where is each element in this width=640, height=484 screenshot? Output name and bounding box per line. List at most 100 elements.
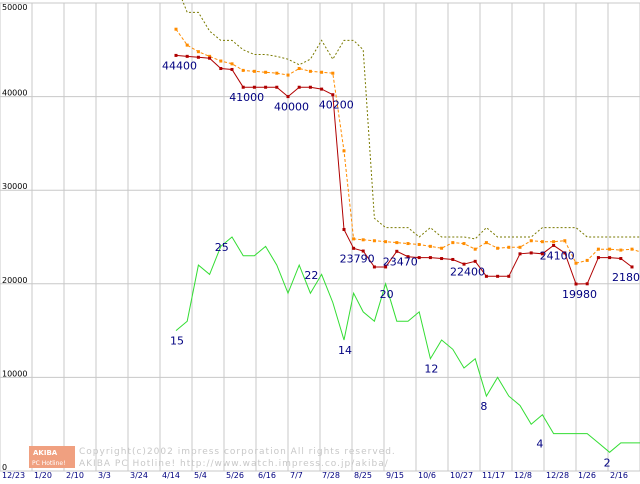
grid [0,3,640,471]
x-tick-label: 12/28 [546,471,569,480]
min-point [451,258,454,261]
count-label: 8 [480,400,487,413]
min-price-label: 19980 [562,288,597,301]
x-tick-label: 3/24 [130,471,148,480]
x-tick-label: 6/16 [258,471,276,480]
min-point [320,88,323,91]
avg-point [197,50,200,53]
min-point [186,55,189,58]
min-price-label: 24100 [540,249,575,262]
avg-point [264,71,267,74]
avg-point [552,240,555,243]
min-point [264,86,267,89]
avg-point [619,249,622,252]
min-point [395,250,398,253]
count-label: 22 [304,269,318,282]
avg-point [253,70,256,73]
min-point [485,275,488,278]
avg-point [597,248,600,251]
min-point [253,86,256,89]
min-price-label: 23470 [383,255,418,268]
min-price-label: 21800 [612,271,640,284]
copyright-text: Copyright(c)2002 impress corporation All… [79,447,396,457]
avg-point [219,60,222,63]
min-point [608,256,611,259]
avg-point [563,239,566,242]
akiba-logo-line1: AKIBA [33,449,58,457]
avg-point [474,248,477,251]
min-point [418,256,421,259]
x-tick-label: 4/14 [162,471,180,480]
avg-point [586,259,589,262]
series-group [175,0,640,452]
min-price-label: 40000 [274,101,309,114]
avg-point [242,69,245,72]
min-point [496,275,499,278]
avg-point [631,248,634,251]
avg-point [530,239,533,242]
min-point [519,252,522,255]
min-point [429,256,432,259]
min-price-label: 44400 [162,59,197,72]
akiba-logo-line2: PC Hotline! [32,460,65,467]
min-price-label: 23790 [340,252,375,265]
y-tick-label: 30000 [2,182,27,191]
x-tick-label: 7/7 [290,471,303,480]
avg-point [384,240,387,243]
min-point [631,265,634,268]
min-point [208,57,211,60]
min-point [298,86,301,89]
avg-point [496,247,499,250]
avg-point [418,243,421,246]
avg-point [287,74,290,77]
min-point [586,282,589,285]
min-point [530,251,533,254]
avg-point [608,248,611,251]
x-tick-label: 8/25 [354,471,372,480]
count-label: 4 [536,438,543,451]
avg-point [275,72,278,75]
x-tick-label: 5/4 [194,471,207,480]
x-tick-label: 12/8 [514,471,532,480]
watermark: AKIBA PC Hotline! Copyright(c)2002 impre… [29,446,396,469]
x-tick-label: 10/6 [418,471,436,480]
avg-point [298,67,301,70]
x-tick-label: 5/26 [226,471,244,480]
x-tick-label: 11/17 [482,471,505,480]
avg-point [343,149,346,152]
y-tick-label: 40000 [2,89,27,98]
avg-point [175,28,178,31]
avg-point [407,242,410,245]
series-max-line [176,0,640,239]
min-point [231,68,234,71]
x-tick-label: 1/20 [34,471,52,480]
min-point [552,244,555,247]
min-price-label: 41000 [229,91,264,104]
min-price-label: 22400 [450,265,485,278]
x-tick-label: 2/16 [610,471,628,480]
count-label: 20 [380,288,394,301]
y-tick-label: 50000 [2,3,27,12]
min-point [352,247,355,250]
min-point [197,56,200,59]
avg-point [429,245,432,248]
min-point [597,256,600,259]
site-url-text: AKIBA PC Hotline! http://www.watch.impre… [79,459,389,469]
min-point [373,265,376,268]
x-tick-label: 3/3 [98,471,111,480]
avg-point [231,62,234,65]
count-label: 2 [604,456,611,469]
min-point [275,86,278,89]
count-label: 15 [170,335,184,348]
x-tick-label: 12/23 [2,471,25,480]
min-point [287,95,290,98]
x-tick-label: 1/26 [578,471,596,480]
min-point [507,275,510,278]
avg-point [320,71,323,74]
avg-point [331,72,334,75]
avg-point [519,246,522,249]
